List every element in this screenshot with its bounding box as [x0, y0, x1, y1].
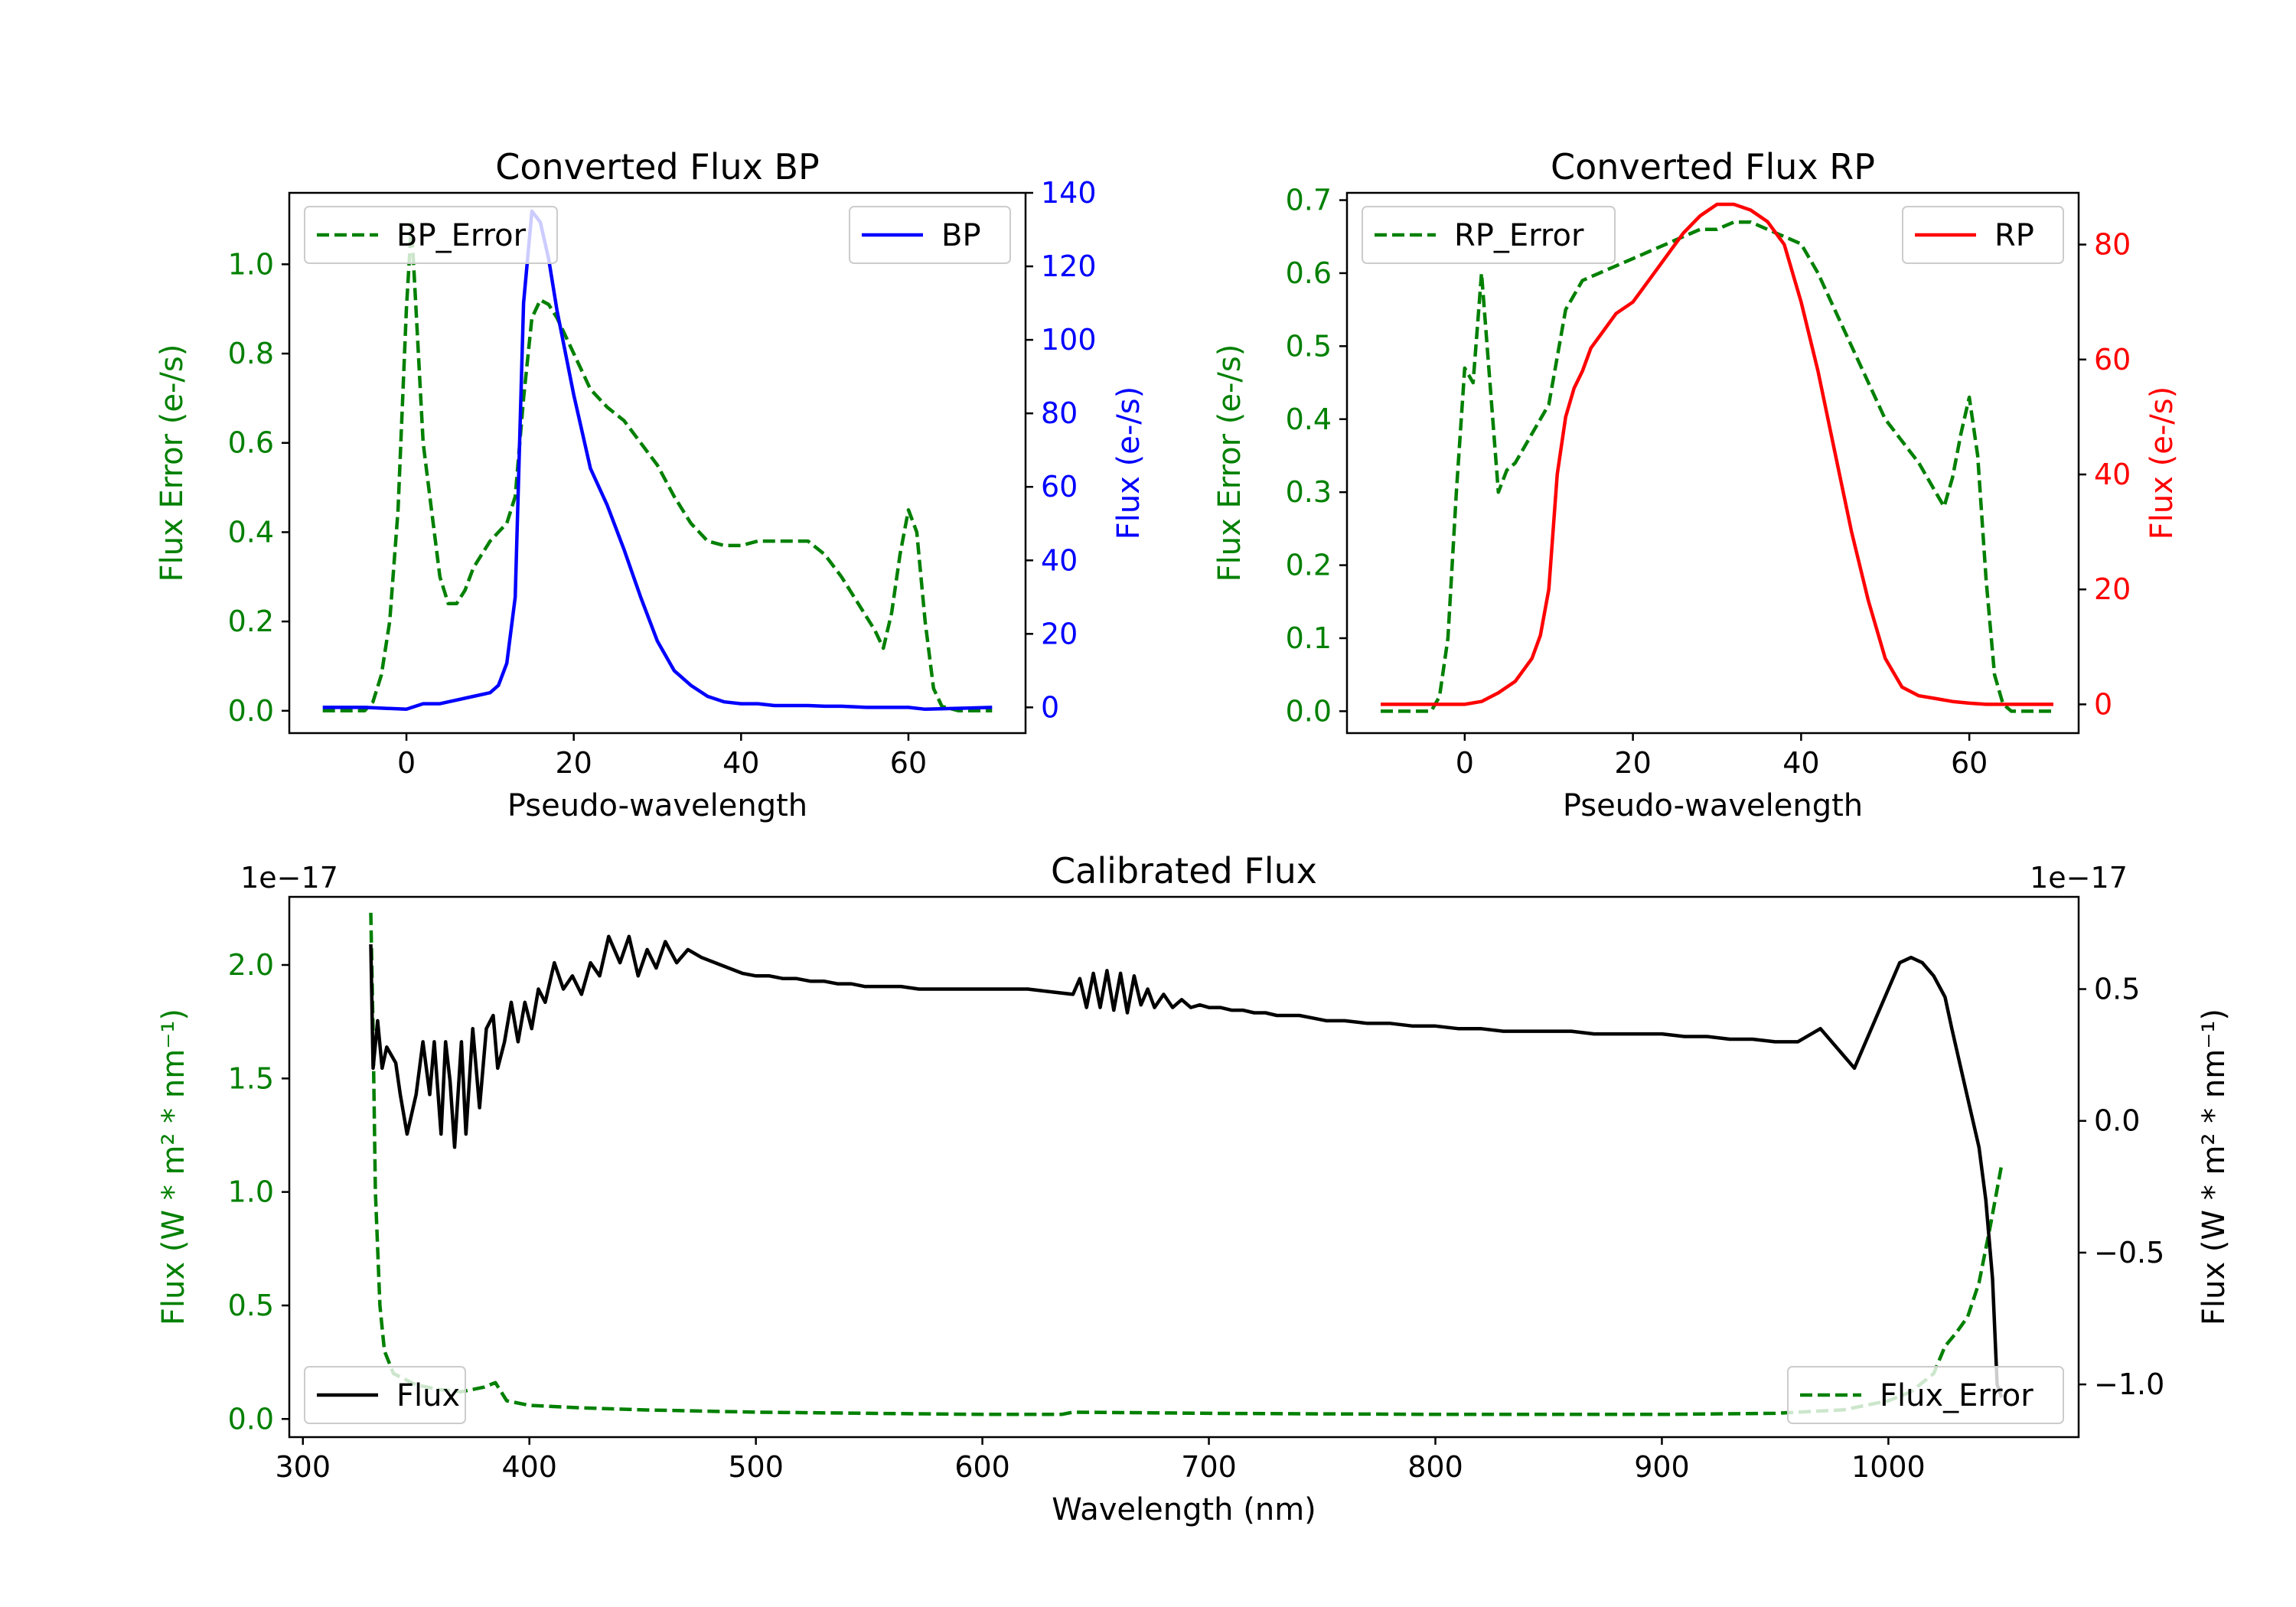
cal-y-left-tick-label: 0.5 [228, 1289, 274, 1322]
rp-y-left-tick-label: 0.1 [1286, 621, 1332, 655]
rp-x-tick-label: 40 [1782, 746, 1819, 780]
cal-legend-label: Flux [396, 1378, 460, 1413]
bp-y-right-tick-label: 120 [1041, 249, 1097, 283]
rp-y-right-tick-label: 40 [2094, 458, 2131, 491]
rp-series-rp [1381, 202, 2053, 706]
rp-y-left-tick-label: 0.2 [1286, 549, 1332, 582]
rp-y-left-tick-label: 0.7 [1286, 184, 1332, 217]
bp-x-axis-label: Pseudo-wavelength [507, 788, 807, 823]
bp-y-right-tick-label: 100 [1041, 323, 1097, 357]
bp-y-left-tick-label: 1.0 [228, 247, 274, 281]
rp-y-left-tick-label: 0.6 [1286, 256, 1332, 290]
bp-series-bp [322, 209, 993, 712]
bp-y-right-tick-label: 140 [1041, 176, 1097, 210]
bp-y-left-tick-label: 0.6 [228, 426, 274, 460]
cal-y-right-axis-label: Flux (W * m² * nm⁻¹) [2197, 1009, 2232, 1325]
cal-offset-right: 1e−17 [2030, 861, 2128, 895]
cal-y-left-tick-label: 0.0 [228, 1402, 274, 1436]
bp-legend-bp: BP [849, 206, 1011, 264]
cal-offset-left: 1e−17 [240, 861, 338, 895]
rp-y-left-tick-label: 0.3 [1286, 475, 1332, 509]
cal-title: Calibrated Flux [1051, 850, 1317, 892]
cal-x-tick-label: 300 [275, 1450, 331, 1484]
cal-x-tick-label: 400 [501, 1450, 557, 1484]
bp-y-right-tick-label: 0 [1041, 690, 1059, 724]
cal-axes-frame [288, 895, 2080, 1439]
rp-y-left-tick-label: 0.0 [1286, 694, 1332, 728]
cal-legend-flux: Flux [304, 1366, 466, 1424]
cal-x-tick-label: 1000 [1851, 1450, 1926, 1484]
bp-x-tick-label: 40 [722, 746, 759, 780]
cal-legend-label: Flux_Error [1880, 1378, 2033, 1413]
bp-y-left-axis-label: Flux Error (e-/s) [155, 344, 190, 582]
rp-x-tick-label: 0 [1456, 746, 1474, 780]
cal-x-tick-label: 600 [954, 1450, 1010, 1484]
rp-y-right-tick-label: 20 [2094, 572, 2131, 606]
cal-y-right-tick-label: 0.0 [2094, 1104, 2140, 1138]
rp-legend-label: RP [1994, 218, 2034, 253]
cal-series-flux [369, 934, 2004, 1399]
rp-subplot: Converted Flux RP 0 20 40 60 0.0 0.1 0.2 0.3 0.4 0… [1212, 146, 2180, 823]
cal-y-right-tick-label: 0.5 [2094, 973, 2140, 1006]
calibrated-flux-subplot: Calibrated Flux 300 400 500 600 700 800 900 1000… [156, 850, 2232, 1527]
bp-subplot: Converted Flux BP 0 20 40 60 0.0 0.2 0.4 0.6 0.8 1… [155, 146, 1146, 823]
rp-y-left-axis-label: Flux Error (e-/s) [1212, 344, 1247, 582]
bp-title: Converted Flux BP [495, 146, 820, 187]
rp-y-right-tick-label: 60 [2094, 343, 2131, 376]
rp-y-right-tick-label: 0 [2094, 687, 2112, 721]
cal-y-left-axis-label: Flux (W * m² * nm⁻¹) [156, 1009, 191, 1325]
bp-legend-bp-error: BP_Error [304, 206, 558, 264]
bp-y-right-tick-label: 80 [1041, 396, 1078, 430]
bp-y-right-tick-label: 20 [1041, 617, 1078, 650]
rp-x-tick-label: 60 [1951, 746, 1988, 780]
cal-y-left-tick-label: 2.0 [228, 948, 274, 982]
bp-x-tick-label: 0 [397, 746, 416, 780]
cal-y-right-tick-label: −0.5 [2094, 1236, 2164, 1270]
rp-legend-rp: RP [1902, 206, 2064, 264]
bp-axes-frame [288, 191, 1027, 735]
bp-y-left-tick-label: 0.4 [228, 515, 274, 549]
rp-y-left-tick-label: 0.5 [1286, 329, 1332, 363]
rp-y-right-axis-label: Flux (e-/s) [2144, 386, 2180, 539]
cal-x-tick-label: 500 [728, 1450, 784, 1484]
rp-y-left-tick-label: 0.4 [1286, 403, 1332, 436]
cal-y-left-tick-label: 1.0 [228, 1175, 274, 1209]
cal-legend-flux-error: Flux_Error [1787, 1366, 2064, 1424]
bp-y-left-tick-label: 0.2 [228, 605, 274, 638]
rp-x-axis-label: Pseudo-wavelength [1563, 788, 1863, 823]
bp-y-left-tick-label: 0.0 [228, 694, 274, 728]
rp-legend-rp-error: RP_Error [1362, 206, 1616, 264]
bp-x-tick-label: 20 [556, 746, 592, 780]
bp-y-right-tick-label: 60 [1041, 470, 1078, 504]
bp-x-tick-label: 60 [890, 746, 927, 780]
bp-legend-label: BP_Error [396, 218, 527, 253]
rp-series-rp-error [1381, 220, 2053, 713]
bp-series-bp-error [322, 222, 993, 713]
bp-y-right-tick-label: 40 [1041, 543, 1078, 577]
rp-y-right-tick-label: 80 [2094, 228, 2131, 262]
rp-x-tick-label: 20 [1614, 746, 1651, 780]
bp-y-left-tick-label: 0.8 [228, 337, 274, 370]
cal-y-right-tick-label: −1.0 [2094, 1367, 2164, 1401]
cal-y-left-tick-label: 1.5 [228, 1061, 274, 1095]
cal-x-tick-label: 900 [1634, 1450, 1690, 1484]
cal-x-tick-label: 700 [1181, 1450, 1237, 1484]
bp-y-right-axis-label: Flux (e-/s) [1111, 386, 1146, 539]
cal-x-tick-label: 800 [1407, 1450, 1463, 1484]
rp-axes-frame [1345, 191, 2080, 735]
rp-legend-label: RP_Error [1454, 218, 1584, 253]
cal-x-axis-label: Wavelength (nm) [1052, 1492, 1316, 1527]
rp-title: Converted Flux RP [1551, 146, 1875, 187]
bp-legend-label: BP [941, 218, 981, 253]
